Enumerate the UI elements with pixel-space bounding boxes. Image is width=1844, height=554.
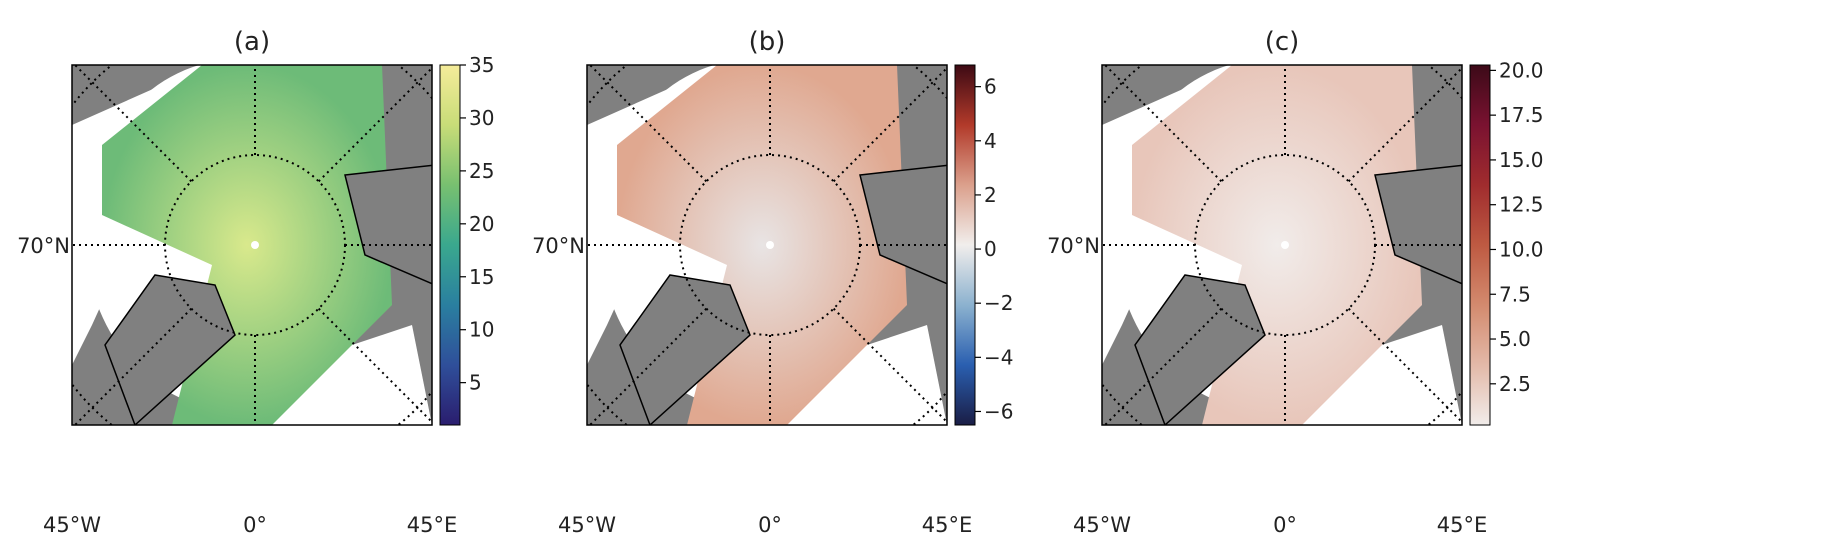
longitude-label-center: 0° <box>758 513 782 537</box>
colorbar-tick-label: 15.0 <box>1499 148 1544 172</box>
map-panel-1: (b) 70°N 45°W 0° 45°E −6 −4 −2 0 2 4 6 <box>532 27 1013 537</box>
meridian-line <box>1347 66 1462 183</box>
colorbar-tick-label: 12.5 <box>1499 193 1544 217</box>
greenland-land <box>619 274 751 425</box>
colorbar-tick-label: 2 <box>984 183 997 207</box>
data-field <box>617 65 907 425</box>
colorbar-tick-label: 30 <box>469 106 494 130</box>
map-frame <box>71 64 433 426</box>
colorbar-tick-label: 17.5 <box>1499 103 1544 127</box>
meridian-line <box>588 307 708 425</box>
colorbar-tick-label: 7.5 <box>1499 282 1531 306</box>
longitude-label-west: 45°W <box>43 513 101 537</box>
latitude-label: 70°N <box>17 234 70 258</box>
latitude-label: 70°N <box>532 234 585 258</box>
colorbar-tick-label: 10.0 <box>1499 237 1544 261</box>
scandinavia-land <box>1374 164 1462 285</box>
map-panel-2: (c) 70°N 45°W 0° 45°E 2.5 5.0 7.5 10.0 12.5 15.0 17… <box>1047 27 1544 537</box>
scandinavia-land <box>859 164 947 285</box>
scandinavia-land <box>344 164 432 285</box>
panel-title: (a) <box>234 27 270 57</box>
meridian-line <box>1103 65 1223 183</box>
colorbar-tick-label: 20.0 <box>1499 58 1544 82</box>
colorbar <box>439 64 461 426</box>
map-content <box>72 65 432 425</box>
latitude-label: 70°N <box>1047 234 1100 258</box>
longitude-label-east: 45°E <box>1437 513 1488 537</box>
meridian-line <box>317 66 432 183</box>
colorbar-tick-label: 20 <box>469 212 494 236</box>
greenland-land <box>104 274 236 425</box>
longitude-label-west: 45°W <box>1073 513 1131 537</box>
meridian-line <box>588 65 708 183</box>
meridian-line <box>317 307 432 424</box>
meridian-line <box>1347 307 1462 424</box>
meridian-line <box>832 307 947 424</box>
colorbar-tick-label: 0 <box>984 237 997 261</box>
greenland-land <box>1134 274 1266 425</box>
colorbar-tick-label: 4 <box>984 129 997 153</box>
pole-marker <box>251 241 259 249</box>
map-frame <box>1101 64 1463 426</box>
colorbar-tick-label: 10 <box>469 318 494 342</box>
map-frame <box>586 64 948 426</box>
colorbar-tick-label: 6 <box>984 75 997 99</box>
colorbar <box>954 64 976 426</box>
colorbar <box>1469 64 1491 426</box>
colorbar-tick-label: 5.0 <box>1499 327 1531 351</box>
meridian-line <box>73 307 193 425</box>
longitude-label-west: 45°W <box>558 513 616 537</box>
longitude-label-east: 45°E <box>922 513 973 537</box>
longitude-label-center: 0° <box>1273 513 1297 537</box>
longitude-label-center: 0° <box>243 513 267 537</box>
panel-title: (b) <box>749 27 786 57</box>
colorbar-tick-label: −4 <box>984 345 1013 369</box>
map-content <box>587 65 947 425</box>
map-panel-0: (a) 70°N 45°W 0° 45°E 5 10 15 20 25 30 35 <box>17 27 494 537</box>
colorbar-tick-label: 2.5 <box>1499 372 1531 396</box>
pole-marker <box>766 241 774 249</box>
panel-title: (c) <box>1265 27 1300 57</box>
map-content <box>1102 65 1462 425</box>
colorbar-tick-label: 25 <box>469 159 494 183</box>
colorbar-tick-label: −6 <box>984 399 1013 423</box>
data-field <box>102 65 392 425</box>
pole-marker <box>1281 241 1289 249</box>
meridian-line <box>73 65 193 183</box>
colorbar-tick-label: −2 <box>984 291 1013 315</box>
colorbar-tick-label: 15 <box>469 265 494 289</box>
meridian-line <box>832 66 947 183</box>
meridian-line <box>1103 307 1223 425</box>
colorbar-tick-label: 35 <box>469 53 494 77</box>
colorbar-tick-label: 5 <box>469 371 482 395</box>
data-field <box>1132 65 1422 425</box>
longitude-label-east: 45°E <box>407 513 458 537</box>
